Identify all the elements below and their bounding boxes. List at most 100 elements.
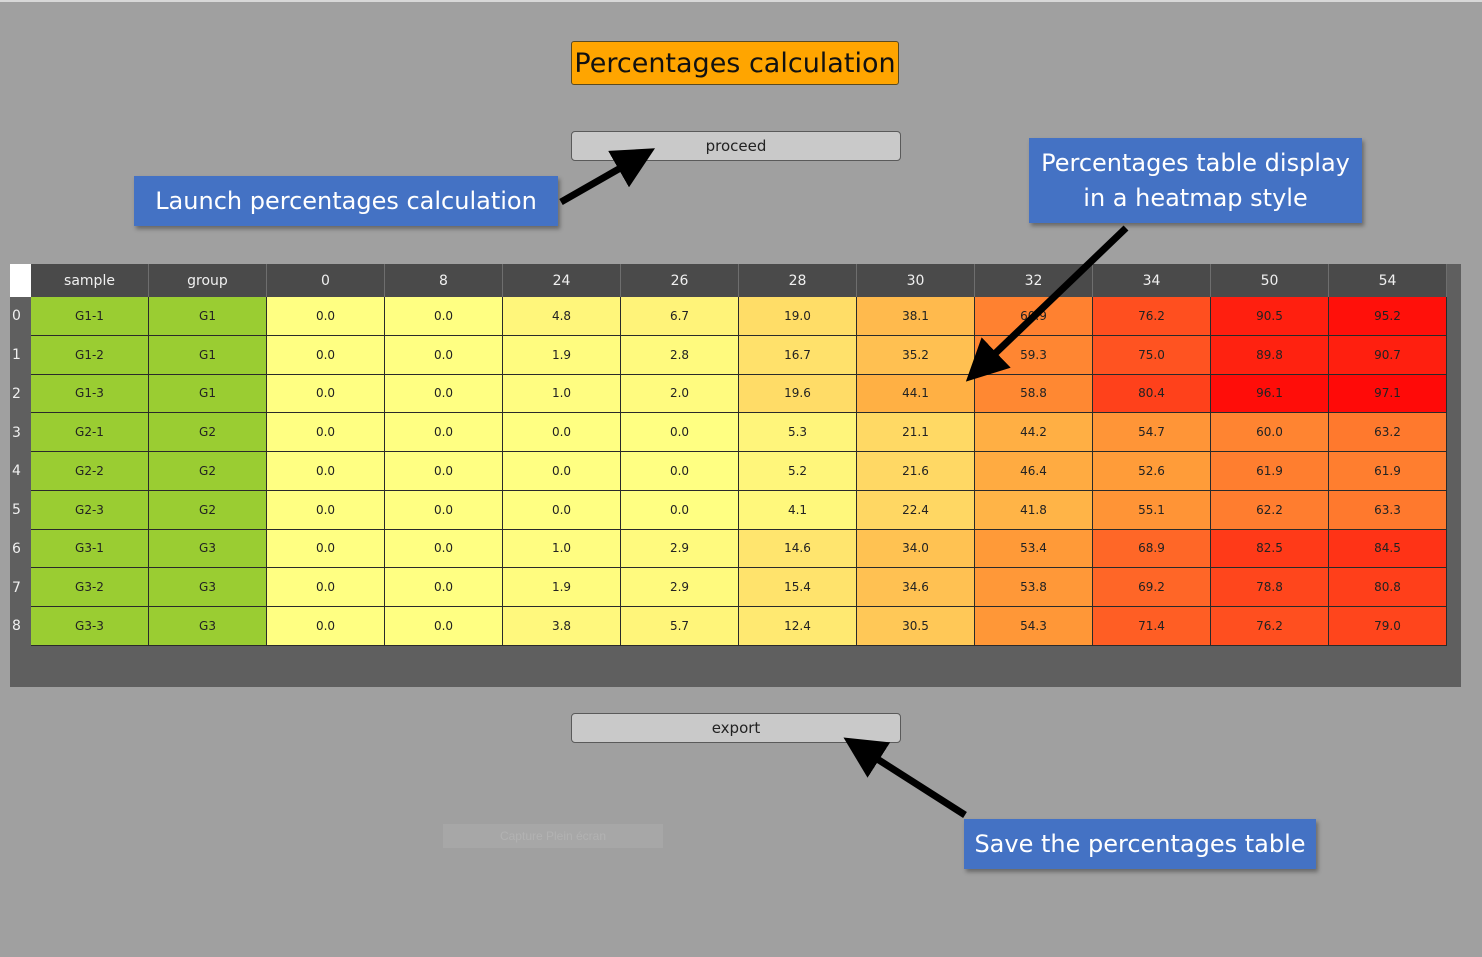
table-cell-value[interactable]: 0.0 <box>267 529 385 569</box>
table-cell-value[interactable]: 62.2 <box>1211 490 1329 530</box>
table-cell-value[interactable]: 1.0 <box>503 374 621 414</box>
table-cell-value[interactable]: 35.2 <box>857 335 975 375</box>
table-cell-value[interactable]: 5.2 <box>739 452 857 491</box>
row-index[interactable]: 5 <box>12 502 21 519</box>
table-cell-value[interactable]: 19.6 <box>739 374 857 414</box>
table-cell-value[interactable]: 46.4 <box>975 452 1093 491</box>
table-cell-value[interactable]: 78.8 <box>1211 568 1329 607</box>
table-cell-value[interactable]: 76.2 <box>1093 297 1211 336</box>
column-header[interactable]: 50 <box>1211 264 1329 297</box>
table-cell-group[interactable]: G3 <box>149 529 267 569</box>
table-cell-value[interactable]: 79.0 <box>1329 607 1447 646</box>
table-cell-value[interactable]: 0.0 <box>385 568 503 607</box>
row-index[interactable]: 7 <box>12 579 21 596</box>
table-cell-value[interactable]: 19.0 <box>739 297 857 336</box>
table-cell-value[interactable]: 0.0 <box>267 413 385 452</box>
table-cell-value[interactable]: 1.9 <box>503 568 621 607</box>
column-header[interactable]: 32 <box>975 264 1093 297</box>
table-cell-value[interactable]: 82.5 <box>1211 529 1329 569</box>
table-cell-value[interactable]: 0.0 <box>385 374 503 414</box>
table-cell-group[interactable]: G1 <box>149 374 267 414</box>
table-cell-value[interactable]: 0.0 <box>267 297 385 336</box>
column-header[interactable]: sample <box>31 264 149 297</box>
table-cell-value[interactable]: 5.7 <box>621 607 739 646</box>
table-cell-value[interactable]: 44.2 <box>975 413 1093 452</box>
table-cell-value[interactable]: 60.9 <box>975 297 1093 336</box>
table-cell-value[interactable]: 53.8 <box>975 568 1093 607</box>
table-cell-value[interactable]: 0.0 <box>385 452 503 491</box>
table-cell-value[interactable]: 54.3 <box>975 607 1093 646</box>
table-cell-value[interactable]: 2.0 <box>621 374 739 414</box>
table-cell-value[interactable]: 0.0 <box>385 413 503 452</box>
table-cell-value[interactable]: 4.8 <box>503 297 621 336</box>
table-cell-value[interactable]: 2.8 <box>621 335 739 375</box>
table-cell-value[interactable]: 0.0 <box>267 568 385 607</box>
table-cell-value[interactable]: 2.9 <box>621 568 739 607</box>
table-cell-value[interactable]: 14.6 <box>739 529 857 569</box>
column-header[interactable]: 28 <box>739 264 857 297</box>
column-header[interactable]: 30 <box>857 264 975 297</box>
table-cell-value[interactable]: 0.0 <box>385 607 503 646</box>
table-cell-value[interactable]: 12.4 <box>739 607 857 646</box>
table-cell-value[interactable]: 0.0 <box>503 452 621 491</box>
table-cell-value[interactable]: 30.5 <box>857 607 975 646</box>
table-cell-value[interactable]: 0.0 <box>267 607 385 646</box>
table-cell-value[interactable]: 0.0 <box>385 335 503 375</box>
table-cell-value[interactable]: 53.4 <box>975 529 1093 569</box>
table-cell-value[interactable]: 75.0 <box>1093 335 1211 375</box>
table-cell-value[interactable]: 84.5 <box>1329 529 1447 569</box>
table-cell-value[interactable]: 21.1 <box>857 413 975 452</box>
column-header[interactable]: 54 <box>1329 264 1447 297</box>
table-cell-value[interactable]: 0.0 <box>385 297 503 336</box>
table-cell-value[interactable]: 0.0 <box>621 490 739 530</box>
table-cell-group[interactable]: G1 <box>149 335 267 375</box>
table-cell-value[interactable]: 15.4 <box>739 568 857 607</box>
table-cell-value[interactable]: 21.6 <box>857 452 975 491</box>
table-cell-value[interactable]: 63.3 <box>1329 490 1447 530</box>
table-cell-value[interactable]: 76.2 <box>1211 607 1329 646</box>
proceed-button[interactable]: proceed <box>571 131 901 161</box>
table-cell-value[interactable]: 0.0 <box>621 452 739 491</box>
row-index[interactable]: 8 <box>12 618 21 635</box>
table-cell-value[interactable]: 1.0 <box>503 529 621 569</box>
table-cell-value[interactable]: 61.9 <box>1211 452 1329 491</box>
column-header[interactable]: 0 <box>267 264 385 297</box>
table-cell-value[interactable]: 59.3 <box>975 335 1093 375</box>
table-cell-value[interactable]: 5.3 <box>739 413 857 452</box>
table-cell-sample[interactable]: G2-1 <box>31 413 149 452</box>
table-cell-value[interactable]: 4.1 <box>739 490 857 530</box>
table-cell-value[interactable]: 89.8 <box>1211 335 1329 375</box>
row-index[interactable]: 2 <box>12 385 21 402</box>
table-cell-value[interactable]: 44.1 <box>857 374 975 414</box>
table-cell-value[interactable]: 63.2 <box>1329 413 1447 452</box>
row-index[interactable]: 6 <box>12 540 21 557</box>
row-index[interactable]: 0 <box>12 308 21 325</box>
table-cell-sample[interactable]: G1-1 <box>31 297 149 336</box>
table-cell-value[interactable]: 1.9 <box>503 335 621 375</box>
table-cell-value[interactable]: 95.2 <box>1329 297 1447 336</box>
table-cell-sample[interactable]: G3-1 <box>31 529 149 569</box>
table-cell-value[interactable]: 54.7 <box>1093 413 1211 452</box>
heatmap-table[interactable]: sample group 0 8 24 26 28 30 32 34 50 54 0 G1-1 G1 0.0 0… <box>10 264 1461 687</box>
table-cell-group[interactable]: G2 <box>149 490 267 530</box>
table-cell-value[interactable]: 0.0 <box>503 413 621 452</box>
table-cell-value[interactable]: 0.0 <box>503 490 621 530</box>
table-cell-value[interactable]: 52.6 <box>1093 452 1211 491</box>
table-cell-group[interactable]: G3 <box>149 607 267 646</box>
table-cell-value[interactable]: 90.7 <box>1329 335 1447 375</box>
table-cell-group[interactable]: G3 <box>149 568 267 607</box>
table-cell-value[interactable]: 16.7 <box>739 335 857 375</box>
table-cell-value[interactable]: 97.1 <box>1329 374 1447 414</box>
export-button[interactable]: export <box>571 713 901 743</box>
table-cell-sample[interactable]: G3-2 <box>31 568 149 607</box>
table-cell-value[interactable]: 2.9 <box>621 529 739 569</box>
table-cell-value[interactable]: 0.0 <box>267 374 385 414</box>
table-cell-group[interactable]: G2 <box>149 452 267 491</box>
table-cell-value[interactable]: 58.8 <box>975 374 1093 414</box>
table-cell-value[interactable]: 68.9 <box>1093 529 1211 569</box>
table-cell-sample[interactable]: G1-3 <box>31 374 149 414</box>
table-cell-value[interactable]: 22.4 <box>857 490 975 530</box>
table-cell-sample[interactable]: G1-2 <box>31 335 149 375</box>
table-cell-value[interactable]: 0.0 <box>385 490 503 530</box>
row-index[interactable]: 1 <box>12 347 21 364</box>
